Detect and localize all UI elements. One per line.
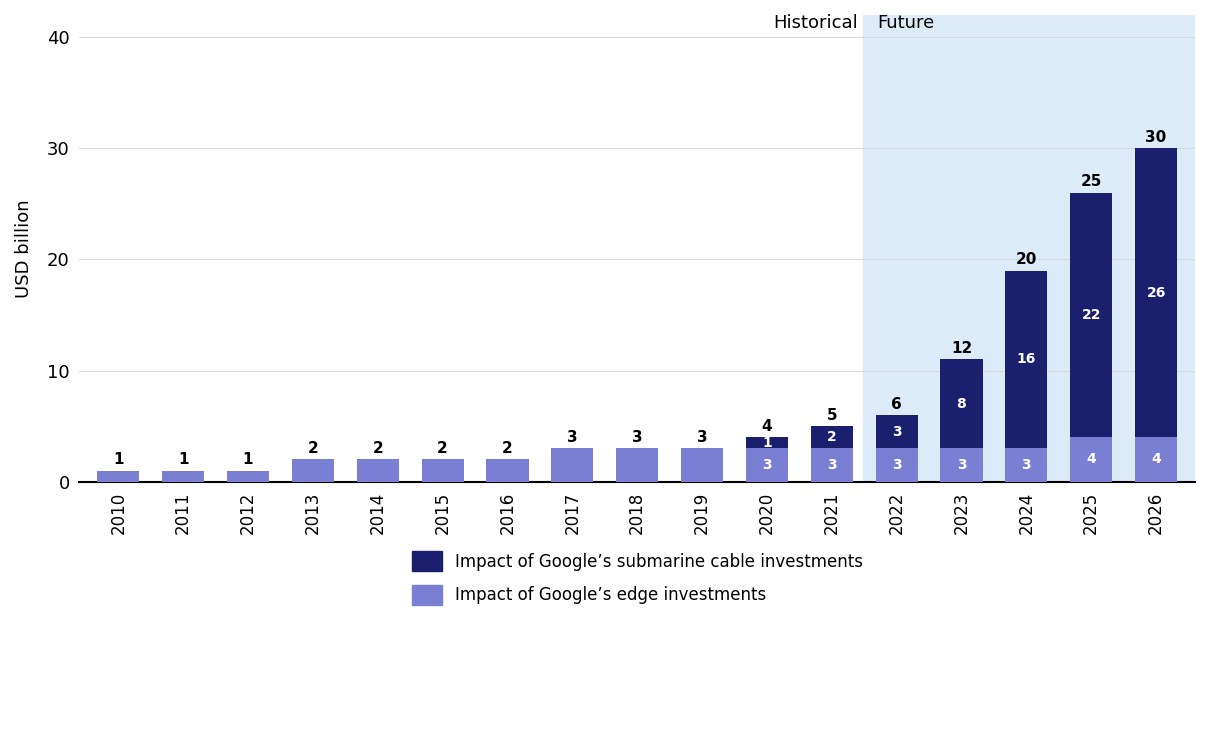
Bar bbox=[681, 448, 724, 482]
Text: 4: 4 bbox=[1151, 453, 1160, 466]
Text: 12: 12 bbox=[951, 341, 972, 356]
Text: 20: 20 bbox=[1015, 253, 1037, 267]
Bar bbox=[162, 471, 204, 482]
Text: 3: 3 bbox=[632, 430, 643, 445]
Text: 4: 4 bbox=[761, 419, 772, 434]
Text: 3: 3 bbox=[697, 430, 708, 445]
Bar bbox=[876, 415, 917, 448]
Text: 5: 5 bbox=[826, 408, 837, 423]
Text: 25: 25 bbox=[1081, 174, 1102, 190]
Text: 16: 16 bbox=[1016, 353, 1036, 366]
Bar bbox=[616, 448, 658, 482]
Bar bbox=[940, 448, 983, 482]
Text: 2: 2 bbox=[373, 441, 384, 456]
Bar bbox=[486, 459, 529, 482]
Bar bbox=[357, 459, 399, 482]
Text: 2: 2 bbox=[502, 441, 513, 456]
Bar bbox=[1006, 271, 1048, 448]
Text: 1: 1 bbox=[113, 453, 123, 467]
Text: 2: 2 bbox=[307, 441, 318, 456]
Text: 8: 8 bbox=[957, 397, 967, 411]
Y-axis label: USD billion: USD billion bbox=[15, 199, 33, 298]
Text: 3: 3 bbox=[826, 458, 836, 472]
Bar bbox=[811, 448, 853, 482]
Bar bbox=[1135, 437, 1177, 482]
Text: 3: 3 bbox=[762, 458, 772, 472]
Bar bbox=[1135, 148, 1177, 437]
Text: 4: 4 bbox=[1087, 453, 1096, 466]
Text: 3: 3 bbox=[892, 458, 901, 472]
Bar bbox=[940, 359, 983, 448]
Text: 6: 6 bbox=[892, 396, 901, 412]
Text: Historical: Historical bbox=[773, 14, 858, 31]
Bar bbox=[811, 426, 853, 448]
Bar bbox=[97, 471, 139, 482]
Bar bbox=[552, 448, 593, 482]
Text: 3: 3 bbox=[957, 458, 967, 472]
Bar bbox=[745, 448, 788, 482]
Text: 22: 22 bbox=[1082, 308, 1101, 322]
Bar bbox=[863, 15, 1203, 482]
Bar bbox=[292, 459, 334, 482]
Text: 3: 3 bbox=[567, 430, 577, 445]
Bar bbox=[876, 448, 917, 482]
Bar bbox=[1070, 437, 1112, 482]
Bar bbox=[745, 437, 788, 448]
Text: 1: 1 bbox=[178, 453, 189, 467]
Text: Future: Future bbox=[877, 14, 934, 31]
Bar bbox=[421, 459, 463, 482]
Bar bbox=[227, 471, 269, 482]
Text: 2: 2 bbox=[826, 430, 836, 445]
Text: 3: 3 bbox=[892, 425, 901, 439]
Text: 26: 26 bbox=[1146, 286, 1165, 300]
Text: 2: 2 bbox=[437, 441, 448, 456]
Text: 3: 3 bbox=[1021, 458, 1031, 472]
Bar bbox=[1006, 448, 1048, 482]
Text: 1: 1 bbox=[762, 436, 772, 450]
Text: 30: 30 bbox=[1146, 130, 1166, 145]
Text: 1: 1 bbox=[243, 453, 253, 467]
Legend: Impact of Google’s submarine cable investments, Impact of Google’s edge investme: Impact of Google’s submarine cable inves… bbox=[403, 542, 871, 613]
Bar bbox=[1070, 193, 1112, 437]
